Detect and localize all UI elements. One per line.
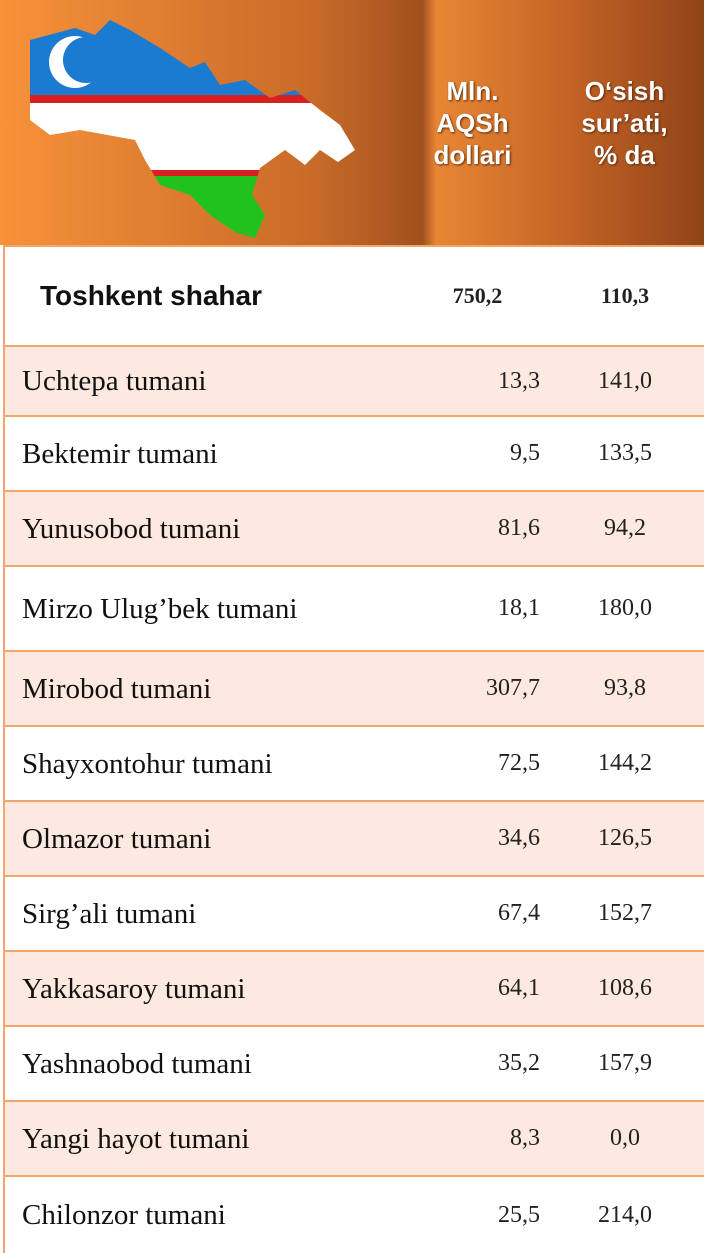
header-line: O‘sish bbox=[584, 75, 665, 106]
table-row: Yangi hayot tumani 8,3 0,0 bbox=[5, 1100, 704, 1175]
row-growth: 144,2 bbox=[598, 750, 652, 776]
row-growth: 141,0 bbox=[598, 367, 652, 394]
row-value: 64,1 bbox=[498, 975, 540, 1001]
row-value: 750,2 bbox=[452, 283, 503, 308]
row-value: 9,5 bbox=[510, 440, 540, 466]
table-row: Mirobod tumani 307,7 93,8 bbox=[5, 650, 704, 725]
table-row: Yunusobod tumani 81,6 94,2 bbox=[5, 490, 704, 565]
table-row: Sirg’ali tumani 67,4 152,7 bbox=[5, 875, 704, 950]
table-row: Olmazor tumani 34,6 126,5 bbox=[5, 800, 704, 875]
row-value: 35,2 bbox=[498, 1050, 540, 1076]
table-row: Shayxontohur tumani 72,5 144,2 bbox=[5, 725, 704, 800]
header-line: AQSh bbox=[436, 107, 509, 138]
table-row: Bektemir tumani 9,5 133,5 bbox=[5, 415, 704, 490]
row-growth: 180,0 bbox=[598, 595, 652, 621]
row-growth: 0,0 bbox=[610, 1125, 640, 1151]
header-line: dollari bbox=[433, 139, 512, 170]
table-row: Yashnaobod tumani 35,2 157,9 bbox=[5, 1025, 704, 1100]
row-name: Yangi hayot tumani bbox=[22, 1122, 250, 1155]
header-line: Mln. bbox=[446, 75, 499, 106]
row-name: Uchtepa tumani bbox=[22, 365, 207, 397]
column-header: Mln. AQSh dollari bbox=[400, 0, 545, 245]
row-growth: 126,5 bbox=[598, 825, 652, 851]
row-value: 8,3 bbox=[510, 1125, 540, 1151]
row-growth: 93,8 bbox=[604, 675, 646, 701]
row-name: Shayxontohur tumani bbox=[22, 747, 273, 780]
row-name: Mirzo Ulug’bek tumani bbox=[22, 592, 298, 625]
header-line: sur’ati, bbox=[581, 107, 668, 138]
table-row: Yakkasaroy tumani 64,1 108,6 bbox=[5, 950, 704, 1025]
row-growth: 157,9 bbox=[598, 1050, 652, 1076]
row-value: 25,5 bbox=[498, 1201, 540, 1228]
table-row: Mirzo Ulug’bek tumani 18,1 180,0 bbox=[5, 565, 704, 650]
row-value: 34,6 bbox=[498, 825, 540, 851]
column-header: O‘sish sur’ati,% da bbox=[545, 0, 704, 245]
table-row: Chilonzor tumani 25,5 214,0 bbox=[5, 1175, 704, 1253]
row-name: Bektemir tumani bbox=[22, 437, 218, 470]
row-name: Mirobod tumani bbox=[22, 672, 212, 705]
row-growth: 110,3 bbox=[600, 283, 650, 308]
row-value: 81,6 bbox=[498, 515, 540, 541]
row-value: 307,7 bbox=[486, 675, 540, 701]
row-value: 67,4 bbox=[498, 900, 540, 926]
row-name: Yunusobod tumani bbox=[22, 512, 241, 545]
header-line: % da bbox=[594, 139, 655, 170]
border bbox=[3, 245, 5, 1253]
row-growth: 94,2 bbox=[604, 515, 646, 541]
row-name: Sirg’ali tumani bbox=[22, 897, 197, 930]
table-row: Uchtepa tumani 13,3 141,0 bbox=[5, 345, 704, 415]
row-value: 72,5 bbox=[498, 750, 540, 776]
row-growth: 108,6 bbox=[598, 975, 652, 1001]
row-name: Yakkasaroy tumani bbox=[22, 972, 246, 1005]
row-growth: 152,7 bbox=[598, 900, 652, 926]
row-name: Toshkent shahar bbox=[40, 280, 262, 311]
row-name: Olmazor tumani bbox=[22, 822, 212, 855]
map-flag bbox=[30, 20, 355, 238]
row-growth: 214,0 bbox=[598, 1201, 652, 1228]
row-value: 13,3 bbox=[498, 367, 540, 394]
row-name: Chilonzor tumani bbox=[22, 1199, 226, 1231]
row-name: Yashnaobod tumani bbox=[22, 1047, 252, 1080]
row-value: 18,1 bbox=[498, 595, 540, 621]
header: Mln. AQSh dollari O‘sish sur’ati,% da bbox=[0, 0, 704, 245]
row-growth: 133,5 bbox=[598, 440, 652, 466]
table-row: Toshkent shahar 750,2 110,3 bbox=[5, 245, 704, 345]
